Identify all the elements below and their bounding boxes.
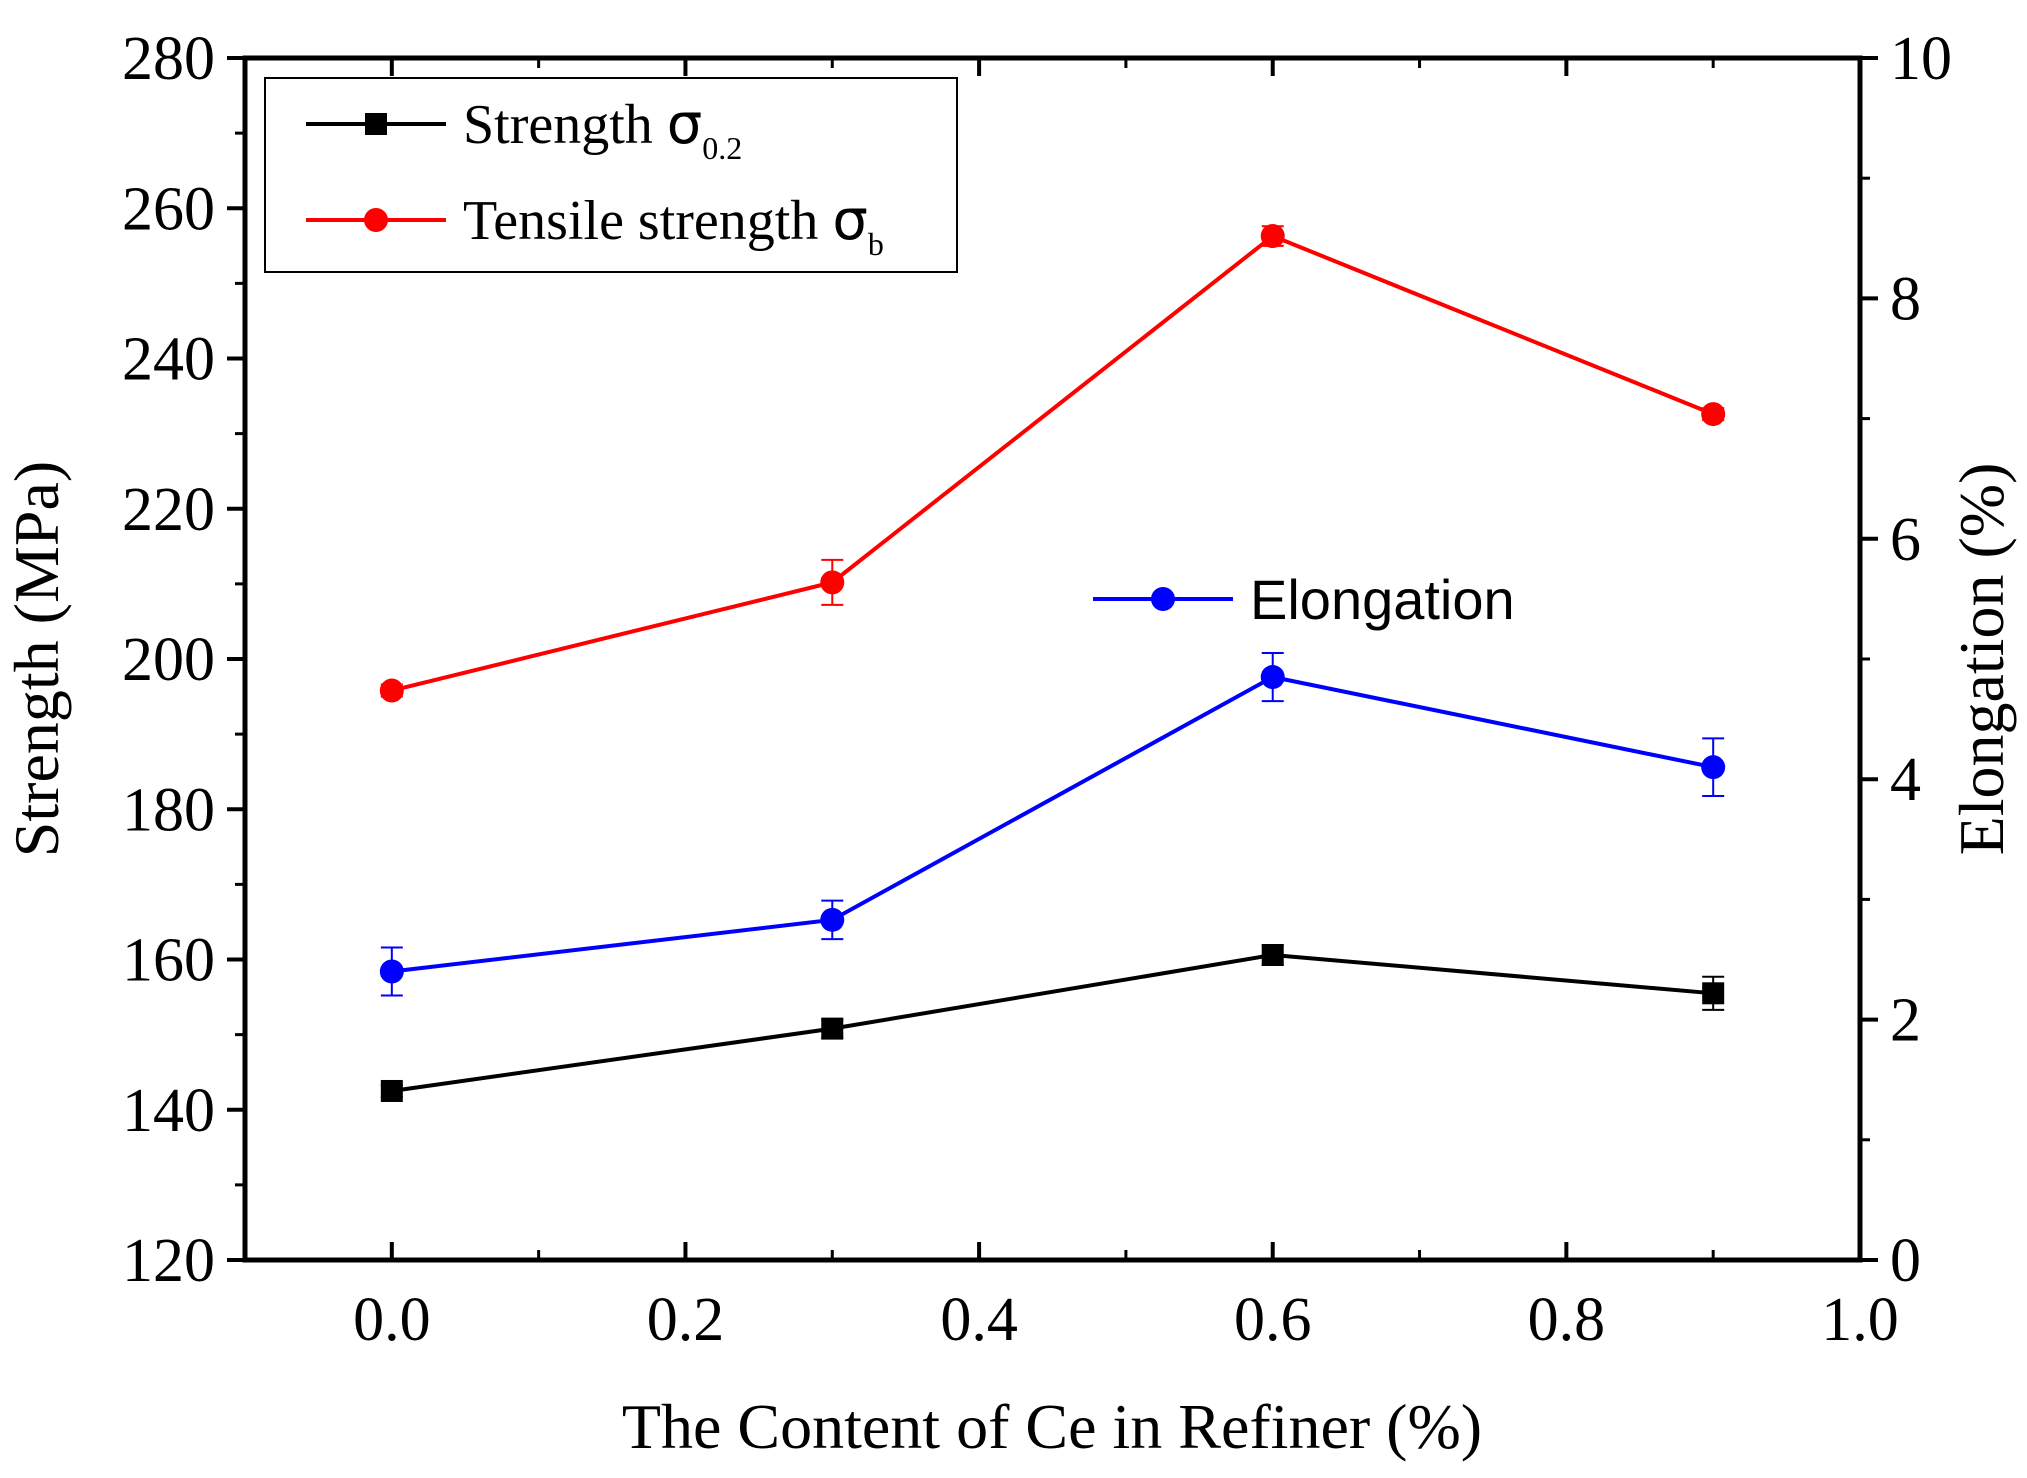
y2-tick-label: 6 bbox=[1890, 506, 1921, 574]
data-point bbox=[1261, 943, 1284, 966]
y-tick-label: 160 bbox=[122, 927, 215, 995]
svg-text:Strength σ0.2: Strength σ0.2 bbox=[463, 92, 742, 166]
x-tick-label: 0.6 bbox=[1234, 1286, 1312, 1354]
data-point bbox=[1260, 224, 1285, 249]
data-point bbox=[379, 678, 404, 703]
legend: Strength σ0.2 Tensile strength σb bbox=[264, 77, 958, 273]
y-tick-label: 120 bbox=[122, 1227, 215, 1295]
y-tick-label: 200 bbox=[122, 626, 215, 694]
data-point bbox=[379, 959, 404, 984]
legend-marker-elongation bbox=[1151, 587, 1175, 611]
legend-marker-tensile bbox=[364, 208, 388, 232]
x-tick-label: 0.0 bbox=[353, 1286, 431, 1354]
x-axis-title: The Content of Ce in Refiner (%) bbox=[622, 1391, 1482, 1462]
x-tick-label: 0.8 bbox=[1528, 1286, 1606, 1354]
series-1 bbox=[379, 224, 1726, 703]
data-point bbox=[1701, 402, 1726, 427]
legend-sub-tensile: b bbox=[868, 226, 884, 262]
series-layer bbox=[379, 224, 1726, 1102]
y-tick-label: 240 bbox=[122, 326, 215, 394]
y2-tick-label: 0 bbox=[1890, 1227, 1921, 1295]
series-line bbox=[391, 952, 1714, 1093]
legend-symbol-tensile: σ bbox=[832, 188, 868, 253]
series-2 bbox=[379, 651, 1726, 997]
legend-sub-strength: 0.2 bbox=[702, 130, 742, 166]
legend-entry-elongation: Elongation bbox=[1093, 568, 1515, 631]
y2-tick-label: 4 bbox=[1890, 746, 1921, 814]
tick-labels: 0.0 0.2 0.4 0.6 0.8 1.01201401601802002202402… bbox=[122, 25, 1952, 1354]
x-tick-label: 0.2 bbox=[647, 1286, 725, 1354]
y-tick-label: 180 bbox=[122, 776, 215, 844]
data-point bbox=[820, 907, 845, 932]
series-line bbox=[391, 233, 1714, 693]
data-point bbox=[1701, 755, 1726, 780]
data-point bbox=[820, 570, 845, 595]
legend-marker-strength bbox=[365, 113, 387, 135]
data-point bbox=[821, 1017, 844, 1040]
series-0 bbox=[380, 943, 1725, 1102]
legend-entry-tensile: Tensile strength σb bbox=[306, 188, 884, 262]
x-tick-label: 1.0 bbox=[1821, 1286, 1899, 1354]
legend-label-tensile: Tensile strength bbox=[463, 190, 832, 252]
y2-tick-label: 2 bbox=[1890, 987, 1921, 1055]
legend-symbol-strength: σ bbox=[667, 92, 703, 157]
data-point bbox=[380, 1079, 403, 1102]
y2-axis-title: Elongation (%) bbox=[1946, 463, 2017, 856]
legend-entry-strength: Strength σ0.2 bbox=[306, 92, 742, 166]
y-axis-title: Strength (MPa) bbox=[1, 461, 72, 857]
data-point bbox=[1260, 665, 1285, 690]
y2-tick-label: 8 bbox=[1890, 265, 1921, 333]
series-line bbox=[391, 674, 1714, 974]
y-tick-label: 280 bbox=[122, 25, 215, 93]
y-tick-label: 220 bbox=[122, 476, 215, 544]
x-tick-label: 0.4 bbox=[940, 1286, 1018, 1354]
plot-frame bbox=[242, 55, 1863, 1263]
legend-label-elongation: Elongation bbox=[1250, 568, 1515, 631]
svg-text:Tensile strength σb: Tensile strength σb bbox=[463, 188, 884, 262]
legend-box bbox=[264, 77, 958, 273]
y-tick-label: 140 bbox=[122, 1077, 215, 1145]
y-tick-label: 260 bbox=[122, 175, 215, 243]
y2-tick-label: 10 bbox=[1890, 25, 1952, 93]
legend-label-strength: Strength bbox=[463, 94, 667, 156]
data-point bbox=[1702, 982, 1725, 1005]
